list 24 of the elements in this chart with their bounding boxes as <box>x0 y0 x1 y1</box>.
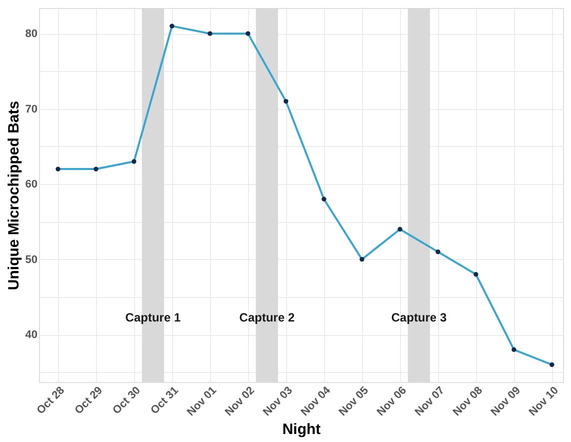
x-tick-label: Nov 05 <box>336 384 371 418</box>
x-tick-label: Nov 02 <box>222 384 257 418</box>
x-tick-label: Oct 30 <box>110 384 143 417</box>
x-tick-label: Oct 29 <box>72 384 105 417</box>
y-tick-label: 70 <box>25 103 38 116</box>
y-axis-title: Unique Microchipped Bats <box>5 100 22 290</box>
x-tick-label: Nov 03 <box>260 384 295 418</box>
x-axis-title: Night <box>282 420 321 438</box>
x-tick-label: Nov 01 <box>184 384 219 418</box>
band-label: Capture 2 <box>239 310 295 324</box>
x-tick-label: Nov 08 <box>450 384 485 418</box>
x-tick-label: Oct 31 <box>148 384 181 417</box>
band-label: Capture 3 <box>391 310 447 324</box>
y-tick-label: 50 <box>25 254 38 266</box>
x-tick-label: Nov 04 <box>298 384 334 418</box>
x-tick-label: Nov 09 <box>488 384 523 418</box>
band-label: Capture 1 <box>125 310 181 324</box>
x-tick-label: Nov 10 <box>526 384 561 418</box>
x-tick-label: Oct 28 <box>34 384 67 417</box>
y-tick-label: 80 <box>25 28 38 40</box>
x-tick-label: Nov 07 <box>412 384 447 418</box>
y-tick-label: 40 <box>25 329 38 342</box>
x-tick-label: Nov 06 <box>374 384 409 418</box>
y-tick-label: 60 <box>25 178 38 191</box>
